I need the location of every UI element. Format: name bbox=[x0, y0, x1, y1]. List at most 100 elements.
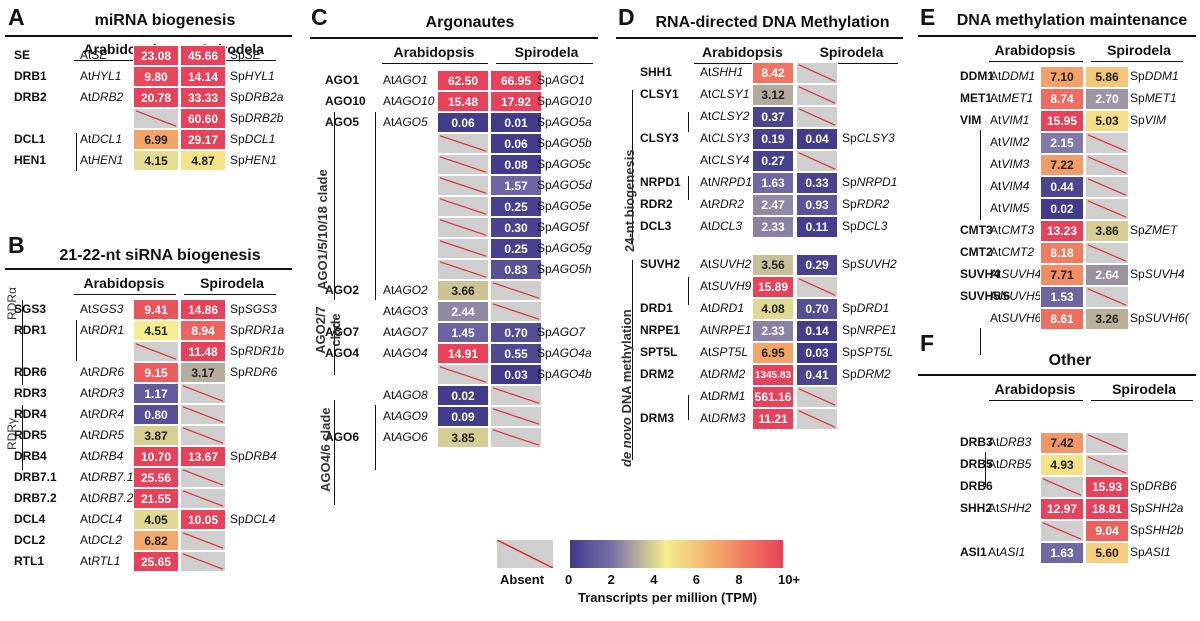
absent-cell-spirodela bbox=[796, 408, 838, 430]
tpm-cell-arabidopsis: 8.74 bbox=[1040, 88, 1084, 110]
arabidopsis-gene-name: AtDRB2 bbox=[80, 90, 124, 104]
absent-cell-spirodela bbox=[796, 84, 838, 106]
gene-label: HEN1 bbox=[14, 153, 47, 167]
col-header-rule bbox=[989, 400, 1083, 401]
tpm-cell-spirodela: 14.86 bbox=[180, 299, 226, 320]
spirodela-gene-name: SpSUVH4 bbox=[1130, 267, 1185, 281]
panel-letter-d: D bbox=[618, 4, 635, 30]
tpm-cell-arabidopsis: 7.71 bbox=[1040, 264, 1084, 286]
tpm-cell-arabidopsis: 0.09 bbox=[437, 406, 489, 427]
tpm-cell-spirodela: 1.57 bbox=[490, 175, 542, 196]
absent-cell-arabidopsis bbox=[437, 259, 489, 280]
panel-letter-f: F bbox=[920, 330, 935, 356]
col-header-rule bbox=[1091, 61, 1183, 62]
arabidopsis-gene-name: AtSGS3 bbox=[80, 302, 124, 316]
arabidopsis-gene-name: AtDRD1 bbox=[700, 301, 745, 315]
side-label-rdra: RDRα bbox=[5, 287, 19, 320]
arabidopsis-gene-name: AtDCL2 bbox=[80, 533, 123, 547]
arabidopsis-gene-name: AtNRPD1 bbox=[700, 175, 753, 189]
spirodela-gene-name: SpNRPD1 bbox=[842, 175, 898, 189]
gene-label: NRPE1 bbox=[640, 323, 681, 337]
panel-title-d: RNA-directed DNA Methylation bbox=[655, 14, 890, 31]
tpm-cell-arabidopsis: 1.63 bbox=[752, 172, 794, 194]
gene-label: CMT2 bbox=[960, 245, 993, 259]
arabidopsis-gene-name: AtAGO2 bbox=[383, 283, 428, 297]
group-bracket bbox=[632, 90, 633, 245]
gene-label: RDR6 bbox=[14, 365, 47, 379]
tpm-cell-arabidopsis: 15.95 bbox=[1040, 110, 1084, 132]
tpm-cell-arabidopsis: 2.44 bbox=[437, 301, 489, 322]
arabidopsis-gene-name: AtSUVH6 bbox=[990, 311, 1042, 325]
tpm-cell-spirodela: 13.67 bbox=[180, 446, 226, 467]
col-header-rule bbox=[184, 60, 276, 61]
panel-letter-a: A bbox=[8, 4, 25, 30]
gene-label: AGO2 bbox=[325, 283, 360, 297]
tpm-cell-spirodela: 5.60 bbox=[1085, 542, 1129, 564]
side-label-24nt: 24-nt biogenesis bbox=[622, 149, 637, 252]
arabidopsis-gene-name: AtRDR2 bbox=[700, 197, 745, 211]
tpm-cell-arabidopsis: 9.15 bbox=[133, 362, 179, 383]
tpm-cell-spirodela: 11.48 bbox=[180, 341, 226, 362]
spirodela-gene-name: SpAGO4b bbox=[537, 367, 592, 381]
panel-title-c: Argonautes bbox=[425, 14, 515, 31]
gene-label: NRPD1 bbox=[640, 175, 681, 189]
group-bracket bbox=[688, 112, 689, 132]
side-label-ago46: AGO4/6 clade bbox=[318, 407, 333, 492]
tpm-cell-arabidopsis: 1.53 bbox=[1040, 286, 1084, 308]
arabidopsis-gene-name: AtAGO3 bbox=[383, 304, 428, 318]
absent-cell-spirodela bbox=[490, 406, 542, 427]
group-bracket bbox=[334, 112, 335, 300]
arabidopsis-gene-name: AtDRM3 bbox=[700, 411, 746, 425]
tpm-cell-spirodela: 29.17 bbox=[180, 129, 226, 150]
gene-label: DRB2 bbox=[14, 90, 47, 104]
arabidopsis-gene-name: AtMET1 bbox=[990, 91, 1034, 105]
tpm-cell-spirodela: 3.17 bbox=[180, 362, 226, 383]
spirodela-gene-name: SpAGO5e bbox=[537, 199, 592, 213]
tpm-cell-arabidopsis: 21.55 bbox=[133, 488, 179, 509]
spirodela-gene-name: SpAGO5c bbox=[537, 157, 592, 171]
spirodela-gene-name: SpAGO7 bbox=[537, 325, 586, 339]
arabidopsis-gene-name: AtRDR1 bbox=[80, 323, 125, 337]
arabidopsis-gene-name: AtVIM2 bbox=[990, 135, 1030, 149]
tpm-cell-spirodela: 0.33 bbox=[796, 172, 838, 194]
gene-label: DCL4 bbox=[14, 512, 46, 526]
arabidopsis-gene-name: AtDDM1 bbox=[990, 69, 1036, 83]
tpm-cell-arabidopsis: 2.33 bbox=[752, 320, 794, 342]
group-bracket bbox=[985, 452, 986, 487]
tpm-cell-arabidopsis: 20.78 bbox=[133, 87, 179, 108]
side-label-ago15: AGO1/5/10/18 clade bbox=[315, 169, 330, 290]
group-bracket bbox=[980, 328, 981, 355]
tpm-cell-spirodela: 0.01 bbox=[490, 112, 542, 133]
gene-label: SPT5L bbox=[640, 345, 678, 359]
gene-label: MET1 bbox=[960, 91, 993, 105]
gene-label: AGO10 bbox=[325, 94, 366, 108]
gene-label: AGO7 bbox=[325, 325, 360, 339]
spirodela-gene-name: SpSGS3 bbox=[230, 302, 277, 316]
gene-label: AGO4 bbox=[325, 346, 360, 360]
tpm-cell-spirodela: 60.60 bbox=[180, 108, 226, 129]
tpm-cell-arabidopsis: 12.97 bbox=[1040, 498, 1084, 520]
panel-letter-e: E bbox=[920, 4, 936, 30]
tpm-cell-spirodela: 15.93 bbox=[1085, 476, 1129, 498]
arabidopsis-gene-name: AtAGO7 bbox=[383, 325, 428, 339]
spirodela-gene-name: SpAGO4a bbox=[537, 346, 592, 360]
col-header-arabidopsis: Arabidopsis bbox=[393, 44, 475, 60]
gene-label: SHH1 bbox=[640, 65, 673, 79]
arabidopsis-gene-name: AtAGO4 bbox=[383, 346, 428, 360]
arabidopsis-gene-name: AtSPT5L bbox=[700, 345, 749, 359]
gene-label: AGO1 bbox=[325, 73, 360, 87]
panel-letter-c: C bbox=[311, 4, 328, 30]
spirodela-gene-name: SpSPT5L bbox=[842, 345, 894, 359]
spirodela-gene-name: SpVIM bbox=[1130, 113, 1167, 127]
gene-label: AGO6 bbox=[325, 430, 360, 444]
spirodela-gene-name: SpAGO5g bbox=[537, 241, 592, 255]
col-header-rule bbox=[1091, 400, 1193, 401]
tpm-cell-arabidopsis: 1345.83 bbox=[752, 364, 794, 386]
tpm-cell-spirodela: 0.83 bbox=[490, 259, 542, 280]
gene-label: RDR2 bbox=[640, 197, 673, 211]
arabidopsis-gene-name: AtDRB4 bbox=[80, 449, 124, 463]
tpm-cell-arabidopsis: 10.70 bbox=[133, 446, 179, 467]
absent-cell-arabidopsis bbox=[437, 196, 489, 217]
tpm-cell-spirodela: 45.66 bbox=[180, 45, 226, 66]
legend-tick-label: 0 bbox=[565, 572, 573, 587]
